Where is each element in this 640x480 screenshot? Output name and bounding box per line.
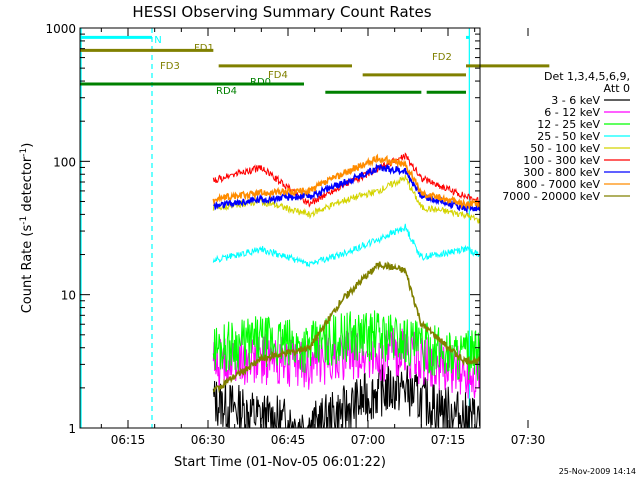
vertical-markers (80, 28, 470, 428)
legend-label-6-12-kev: 6 - 12 keV (544, 106, 600, 119)
x-tick-label: 07:15 (431, 433, 466, 447)
y-axis-label-mid: detector (20, 156, 35, 216)
legend-label-12-25-kev: 12 - 25 keV (537, 118, 600, 131)
flag-label-fd1: FD1 (194, 43, 214, 54)
x-tick-label: 06:45 (271, 433, 306, 447)
series-line-3-6-kev (212, 364, 480, 428)
x-tick-label: 06:15 (111, 433, 146, 447)
series-line-800-7000-kev (212, 153, 480, 211)
x-tick-label: 07:00 (351, 433, 386, 447)
series-line-12-25-kev (212, 310, 480, 381)
x-axis-ticks: 06:15 06:30 06:45 07:00 07:15 07:30 (100, 28, 546, 447)
series-line-50-100-kev (212, 174, 480, 224)
y-axis-label-main: Count Rate (s (20, 225, 35, 314)
footer-timestamp: 25-Nov-2009 14:14 (559, 467, 636, 476)
x-axis-label: Start Time (01-Nov-05 06:01:22) (174, 455, 386, 470)
y-tick-label: 10 (61, 289, 76, 303)
legend-label-800-7000-kev: 800 - 7000 keV (516, 178, 600, 191)
x-tick-label: 06:30 (191, 433, 226, 447)
chart-title: HESSI Observing Summary Count Rates (132, 3, 431, 21)
series-layer (212, 152, 480, 428)
flag-label-rd0: RD0 (250, 77, 271, 88)
legend-label-3-6-kev: 3 - 6 keV (551, 94, 600, 107)
legend-label-300-800-kev: 300 - 800 keV (523, 166, 600, 179)
legend-label-100-300-kev: 100 - 300 keV (523, 154, 600, 167)
flag-label-rd4: RD4 (216, 86, 237, 97)
series-line-25-50-kev (212, 223, 480, 268)
y-axis-ticks: 1 10 100 1000 (45, 22, 480, 436)
y-axis-label-sup1: -1 (19, 216, 29, 225)
series-line-100-300-kev (212, 152, 480, 208)
flag-label-n: N (154, 35, 161, 46)
legend-label-7000-20000-kev: 7000 - 20000 keV (502, 190, 600, 203)
flag-label-fd4: FD4 (268, 70, 288, 81)
y-tick-label: 1000 (45, 22, 76, 36)
legend-header-1: Det 1,3,4,5,6,9, (544, 70, 630, 83)
plot-frame (79, 27, 481, 429)
legend-label-50-100-kev: 50 - 100 keV (530, 142, 600, 155)
flag-label-fd2: FD2 (432, 52, 452, 63)
series-line-6-12-kev (212, 327, 480, 399)
y-axis-label-end: ) (20, 143, 35, 148)
y-tick-label: 100 (53, 155, 76, 169)
y-axis-label-sup2: -1 (19, 148, 29, 157)
legend-label-25-50-kev: 25 - 50 keV (537, 130, 600, 143)
y-axis-label: Count Rate (s-1 detector-1) (19, 143, 35, 314)
x-tick-label: 07:30 (511, 433, 546, 447)
flag-label-fd3: FD3 (160, 61, 180, 72)
series-line-7000-20000-kev (212, 261, 480, 394)
y-tick-label: 1 (68, 422, 76, 436)
legend-header-2: Att 0 (604, 82, 630, 95)
